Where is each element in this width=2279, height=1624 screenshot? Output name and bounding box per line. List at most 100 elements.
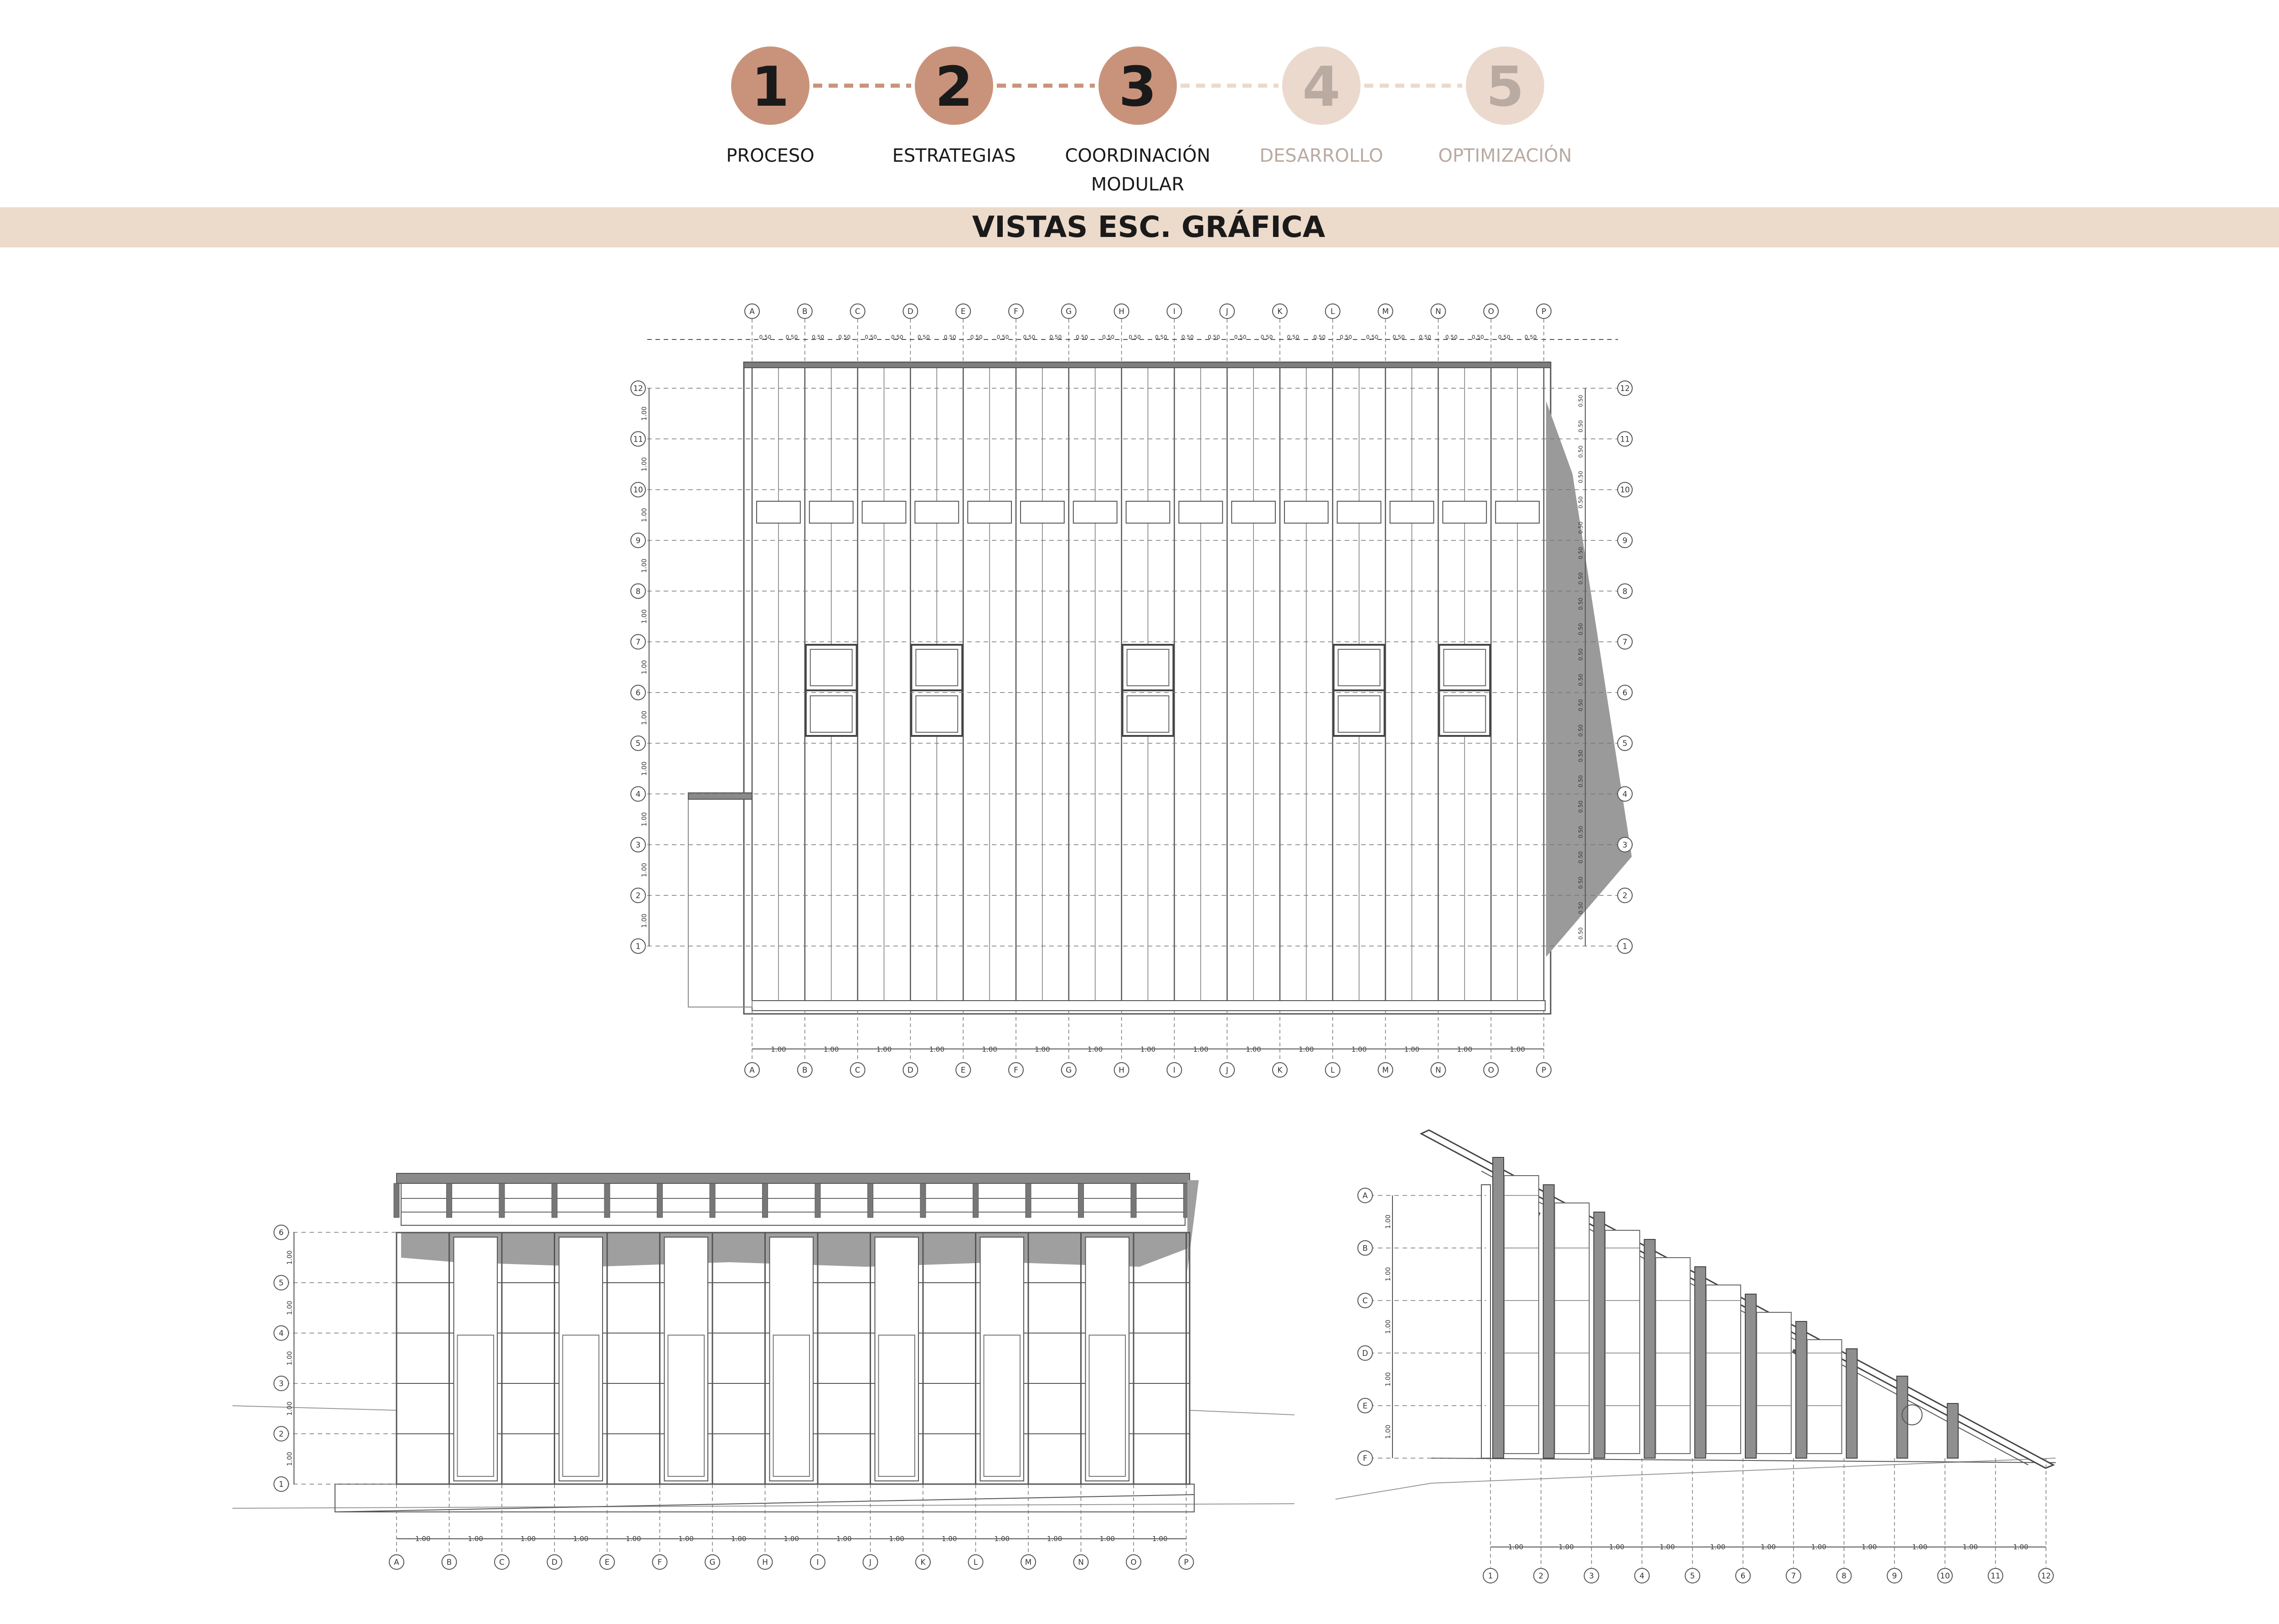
- grid-col-bubble-top: [797, 303, 813, 319]
- grid-col-bubble-bottom: [1430, 1062, 1446, 1078]
- grid-col-bubble-bottom: [1536, 1062, 1552, 1078]
- grid-col-bubble-bottom-label: L: [1330, 1065, 1335, 1074]
- dim-row-right: 0.50: [1578, 522, 1584, 534]
- grid-col-bubble-top-label: E: [961, 307, 966, 316]
- grid-col-bubble-label: 4: [1640, 1571, 1645, 1580]
- dim-col-top: 0.50: [1129, 334, 1141, 340]
- grid-col-bubble: [1685, 1568, 1701, 1583]
- dim-col-top: 0.50: [891, 334, 903, 340]
- grid-col-bubble-top: [1272, 303, 1288, 319]
- glazed-door: [558, 1237, 603, 1481]
- grid-row-bubble-right-label: 7: [1623, 637, 1628, 647]
- grid-col-bubble-label: 6: [1741, 1571, 1746, 1580]
- grid-col-bubble-label: B: [447, 1557, 452, 1567]
- base-slab: [752, 1000, 1546, 1011]
- dim-row-right: 0.50: [1578, 801, 1584, 813]
- dim-row: 1.00: [1385, 1267, 1392, 1281]
- dim-row-left: 1.00: [641, 812, 648, 826]
- grid-col-bubble-top-label: I: [1173, 307, 1176, 316]
- grid-col-bubble-bottom: [797, 1062, 813, 1078]
- roof-edge: [743, 362, 1551, 368]
- grid-col-bubble-label: 3: [1589, 1571, 1594, 1580]
- grid-col-bubble-top: [1536, 303, 1552, 319]
- door-panel: [773, 1335, 810, 1477]
- dim-row-right: 0.50: [1578, 902, 1584, 914]
- grid-row-bubble-right-label: 4: [1623, 789, 1628, 798]
- dim-row-right: 0.50: [1578, 648, 1584, 661]
- clerestory-pane: [1020, 501, 1065, 524]
- dim-row-right: 0.50: [1578, 927, 1584, 940]
- roof-bracket: [604, 1183, 610, 1218]
- clerestory-pane: [1336, 501, 1382, 524]
- grid-col-bubble: [968, 1554, 984, 1570]
- grid-col-bubble: [1533, 1568, 1549, 1583]
- grid-row-bubble-left-label: 9: [636, 536, 641, 545]
- grid-col-bubble: [652, 1554, 668, 1570]
- roof-bracket: [973, 1183, 979, 1218]
- step-number-3: 3: [1119, 56, 1157, 119]
- glazed-door: [769, 1237, 814, 1481]
- dim-row: 1.00: [1385, 1425, 1392, 1439]
- dim-col-top: 0.50: [1023, 334, 1036, 340]
- glazed-door: [980, 1237, 1024, 1481]
- dim-row-left: 1.00: [641, 559, 648, 573]
- section-banner: VISTAS ESC. GRÁFICA: [0, 207, 2279, 247]
- side-glazing: [1604, 1230, 1640, 1454]
- grid-row-bubble-right: [1617, 532, 1633, 548]
- grid-col-bubble-label: G: [709, 1557, 715, 1567]
- door-panel: [562, 1335, 599, 1477]
- dim-row: 1.00: [1385, 1372, 1392, 1386]
- annex-volume: [688, 796, 753, 1007]
- grid-col-bubble-bottom-label: C: [855, 1065, 861, 1074]
- grid-row-bubble-left: [630, 888, 646, 903]
- grid-row-bubble-label: A: [1362, 1191, 1368, 1200]
- dim-col-top: 0.50: [1261, 334, 1273, 340]
- grid-row-bubble-right-label: 5: [1623, 739, 1628, 748]
- window-pane: [1443, 649, 1486, 686]
- structural-post: [1846, 1348, 1858, 1459]
- grid-col-bubble: [1634, 1568, 1650, 1583]
- grid-col-bubble-bottom-label: D: [907, 1065, 913, 1074]
- clerestory-pane: [914, 501, 959, 524]
- grid-row-bubble-label: B: [1362, 1244, 1368, 1253]
- grid-col-bubble: [1178, 1554, 1194, 1570]
- grid-col-bubble-top-label: D: [907, 307, 913, 316]
- grid-row-bubble: [1357, 1293, 1373, 1309]
- grid-col-bubble-bottom-label: I: [1173, 1065, 1176, 1074]
- grid-row-bubble-label: C: [1362, 1296, 1368, 1305]
- grid-row-bubble-right-label: 12: [1620, 384, 1629, 393]
- grid-col-bubble-label: C: [499, 1557, 505, 1567]
- glazed-door: [1085, 1237, 1129, 1481]
- step-label-1: PROCESO: [726, 145, 814, 166]
- clerestory-pane: [1231, 501, 1276, 524]
- grid-col-bubble-bottom: [955, 1062, 971, 1078]
- grid-row-bubble-right-label: 1: [1623, 941, 1628, 951]
- grid-col-bubble-top-label: N: [1435, 307, 1441, 316]
- grid-col-bubble-bottom: [1008, 1062, 1024, 1078]
- grid-col-bubble-bottom-label: B: [802, 1065, 808, 1074]
- step-number-1: 1: [751, 56, 789, 119]
- grid-col-bubble-label: E: [605, 1557, 610, 1567]
- grid-row-bubble-left-label: 8: [636, 586, 641, 596]
- grid-row-bubble-left: [630, 938, 646, 954]
- dim-col-top: 0.50: [1155, 334, 1167, 340]
- grid-col-bubble-label: 11: [1990, 1571, 2000, 1580]
- glazed-door: [453, 1237, 498, 1481]
- roof-bracket: [446, 1183, 452, 1218]
- roof-bracket: [709, 1183, 716, 1218]
- dim-row-right: 0.50: [1578, 699, 1584, 711]
- grid-col-bubble-label: D: [552, 1557, 557, 1567]
- grid-col-bubble-bottom-label: O: [1488, 1065, 1494, 1074]
- grid-col-bubble-top: [850, 303, 866, 319]
- dim-row-right: 0.50: [1578, 725, 1584, 737]
- dim-row-right: 0.50: [1578, 395, 1584, 407]
- grid-col-bubble-top: [1061, 303, 1077, 319]
- dim-row: 1.00: [286, 1452, 294, 1466]
- clerestory-pane: [1442, 501, 1487, 524]
- grid-col-bubble: [757, 1554, 773, 1570]
- grid-row-bubble: [273, 1275, 289, 1290]
- side-glazing: [1706, 1285, 1741, 1454]
- dim-col-top: 0.50: [997, 334, 1009, 340]
- grid-row-bubble: [273, 1325, 289, 1341]
- door-panel: [667, 1335, 705, 1477]
